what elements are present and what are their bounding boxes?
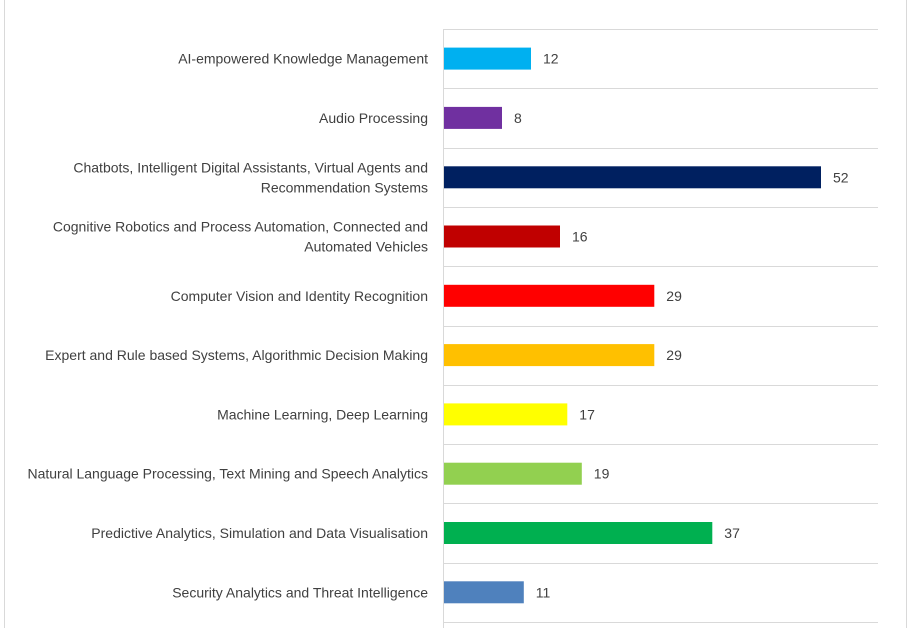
bar xyxy=(444,344,655,367)
category-label-line: Audio Processing xyxy=(319,110,428,126)
value-label: 29 xyxy=(666,347,682,363)
category-label-line: Chatbots, Intelligent Digital Assistants… xyxy=(73,159,428,175)
bar xyxy=(444,106,502,129)
category-label: Security Analytics and Threat Intelligen… xyxy=(172,584,428,600)
value-label: 52 xyxy=(833,169,849,185)
category-label: Predictive Analytics, Simulation and Dat… xyxy=(91,525,428,541)
bar xyxy=(444,47,531,70)
value-label: 29 xyxy=(666,288,682,304)
value-label: 11 xyxy=(536,584,551,600)
category-label: Audio Processing xyxy=(319,110,428,126)
category-label-line: Recommendation Systems xyxy=(261,179,428,195)
bar xyxy=(444,225,560,248)
value-label: 16 xyxy=(572,229,588,245)
category-label: Natural Language Processing, Text Mining… xyxy=(27,466,428,482)
bar xyxy=(444,522,713,544)
category-label: Expert and Rule based Systems, Algorithm… xyxy=(45,347,428,363)
chart-frame xyxy=(4,0,907,628)
bar xyxy=(444,462,582,485)
bar xyxy=(444,284,655,307)
category-label-line: Expert and Rule based Systems, Algorithm… xyxy=(45,347,428,363)
value-label: 8 xyxy=(514,110,522,126)
category-label-line: Machine Learning, Deep Learning xyxy=(217,406,428,422)
category-label-line: Computer Vision and Identity Recognition xyxy=(171,288,428,304)
bar xyxy=(444,403,568,426)
category-label-line: Security Analytics and Threat Intelligen… xyxy=(172,584,428,600)
data-labels: 12 8 52 16 29 29 17 19 37 11 xyxy=(514,51,849,601)
bars xyxy=(444,47,821,604)
category-label-line: Natural Language Processing, Text Mining… xyxy=(27,466,428,482)
gridlines xyxy=(444,29,878,623)
value-label: 19 xyxy=(594,466,610,482)
category-label: Computer Vision and Identity Recognition xyxy=(171,288,428,304)
bar xyxy=(444,166,821,189)
category-label: Cognitive Robotics and Process Automatio… xyxy=(53,219,428,255)
value-label: 17 xyxy=(579,406,595,422)
category-label: Machine Learning, Deep Learning xyxy=(217,406,428,422)
category-label: AI-empowered Knowledge Management xyxy=(178,51,428,67)
bar xyxy=(444,581,524,604)
category-label-line: Predictive Analytics, Simulation and Dat… xyxy=(91,525,428,541)
category-label-line: Automated Vehicles xyxy=(304,239,428,255)
value-label: 12 xyxy=(543,51,559,67)
category-label-line: AI-empowered Knowledge Management xyxy=(178,51,428,67)
value-label: 37 xyxy=(724,525,740,541)
category-labels: AI-empowered Knowledge Management Audio P… xyxy=(27,51,428,601)
category-label-line: Cognitive Robotics and Process Automatio… xyxy=(53,219,428,235)
category-label: Chatbots, Intelligent Digital Assistants… xyxy=(73,159,428,195)
